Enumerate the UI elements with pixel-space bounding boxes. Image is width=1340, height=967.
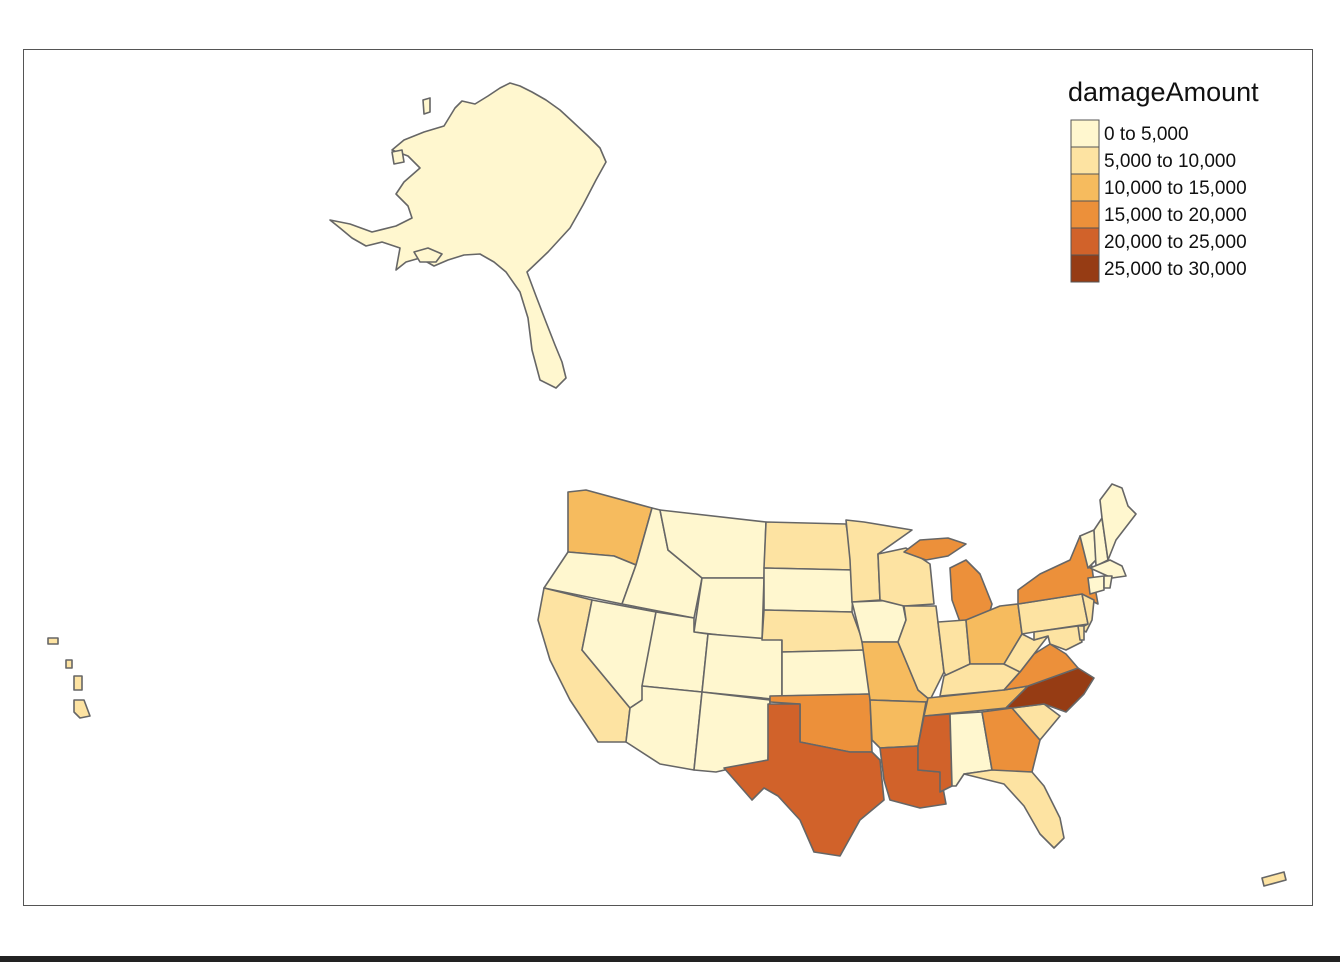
- state-NM: [693, 691, 771, 773]
- state-ME: [1099, 483, 1137, 561]
- state-DE: [1077, 625, 1085, 641]
- state-NJ: [1079, 593, 1095, 633]
- state-HI: [47, 637, 59, 645]
- legend-title: damageAmount: [1068, 77, 1259, 107]
- state-IL: [897, 605, 945, 701]
- state-HI: [73, 699, 91, 719]
- bottom-border: [0, 956, 1340, 962]
- state-SD: [763, 567, 855, 613]
- legend-label: 0 to 5,000: [1104, 124, 1189, 145]
- state-AK: [422, 97, 431, 115]
- state-HI: [73, 675, 83, 691]
- state-HI: [65, 659, 73, 669]
- state-AK: [391, 149, 405, 165]
- state-PR: [1261, 871, 1287, 887]
- state-KS: [781, 649, 871, 697]
- state-CO: [701, 633, 783, 701]
- state-WY: [693, 577, 765, 641]
- legend-label: 5,000 to 10,000: [1104, 151, 1236, 172]
- legend-label: 10,000 to 15,000: [1104, 178, 1247, 199]
- state-AK: [413, 247, 443, 263]
- legend-swatch: [1070, 173, 1100, 202]
- state-CT: [1087, 575, 1105, 595]
- state-IA: [851, 599, 907, 643]
- state-AK: [329, 82, 607, 389]
- state-AR: [869, 699, 927, 749]
- legend-label: 25,000 to 30,000: [1104, 259, 1247, 280]
- state-FL: [963, 769, 1065, 849]
- legend-swatch: [1070, 200, 1100, 229]
- state-WI: [877, 547, 935, 607]
- state-TX: [723, 703, 885, 857]
- state-MI: [903, 537, 967, 561]
- legend-swatch: [1070, 146, 1100, 175]
- legend-label: 15,000 to 20,000: [1104, 205, 1247, 226]
- states-layer: [47, 82, 1287, 887]
- legend-swatch: [1070, 254, 1100, 283]
- legend-label: 20,000 to 25,000: [1104, 232, 1247, 253]
- legend-swatch: [1070, 227, 1100, 256]
- state-ND: [763, 521, 855, 571]
- legend-swatch: [1070, 119, 1100, 148]
- legend: damageAmount 0 to 5,000 5,000 to 10,000 10…: [1068, 77, 1259, 283]
- state-RI: [1103, 575, 1113, 589]
